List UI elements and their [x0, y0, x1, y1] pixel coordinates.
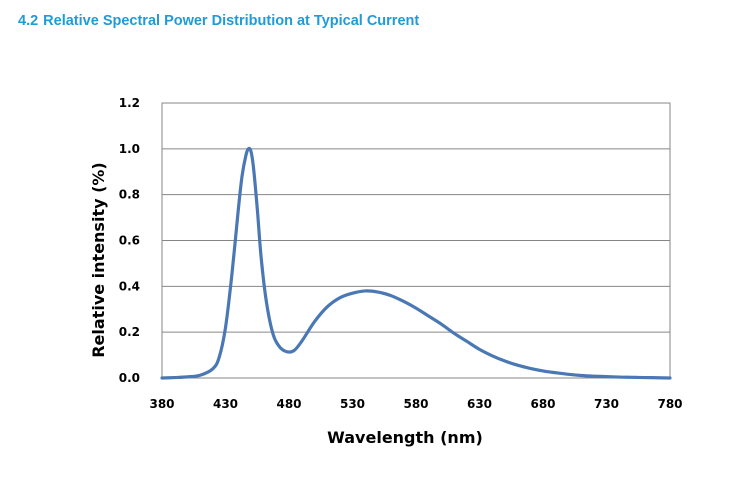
y-tick-label: 1.2 [119, 96, 140, 110]
x-tick-labels: 380 430 480 530 580 630 680 730 780 [149, 397, 682, 411]
y-tick-label: 0.6 [119, 234, 140, 248]
x-tick-label: 630 [467, 397, 492, 411]
x-tick-label: 680 [530, 397, 555, 411]
y-tick-label: 0.2 [119, 325, 140, 339]
x-tick-label: 530 [340, 397, 365, 411]
y-tick-label: 0.4 [119, 279, 140, 293]
x-tick-label: 430 [213, 397, 238, 411]
y-tick-labels: 0.0 0.2 0.4 0.6 0.8 1.0 1.2 [119, 96, 140, 385]
x-tick-label: 480 [276, 397, 301, 411]
series-line [160, 146, 672, 380]
y-axis-title: Relative intensity (%) [89, 162, 108, 358]
section-number: 4.2 [18, 13, 39, 29]
section-heading: 4.2 Relative Spectral Power Distribution … [18, 13, 419, 29]
y-tick-label: 0.0 [119, 371, 140, 385]
section-title: Relative Spectral Power Distribution at … [43, 13, 420, 29]
x-tick-label: 580 [403, 397, 428, 411]
y-tick-label: 1.0 [119, 142, 140, 156]
x-tick-label: 730 [594, 397, 619, 411]
y-tick-label: 0.8 [119, 188, 140, 202]
x-tick-label: 380 [149, 397, 174, 411]
x-tick-label: 780 [657, 397, 682, 411]
x-axis-title: Wavelength (nm) [327, 428, 483, 447]
